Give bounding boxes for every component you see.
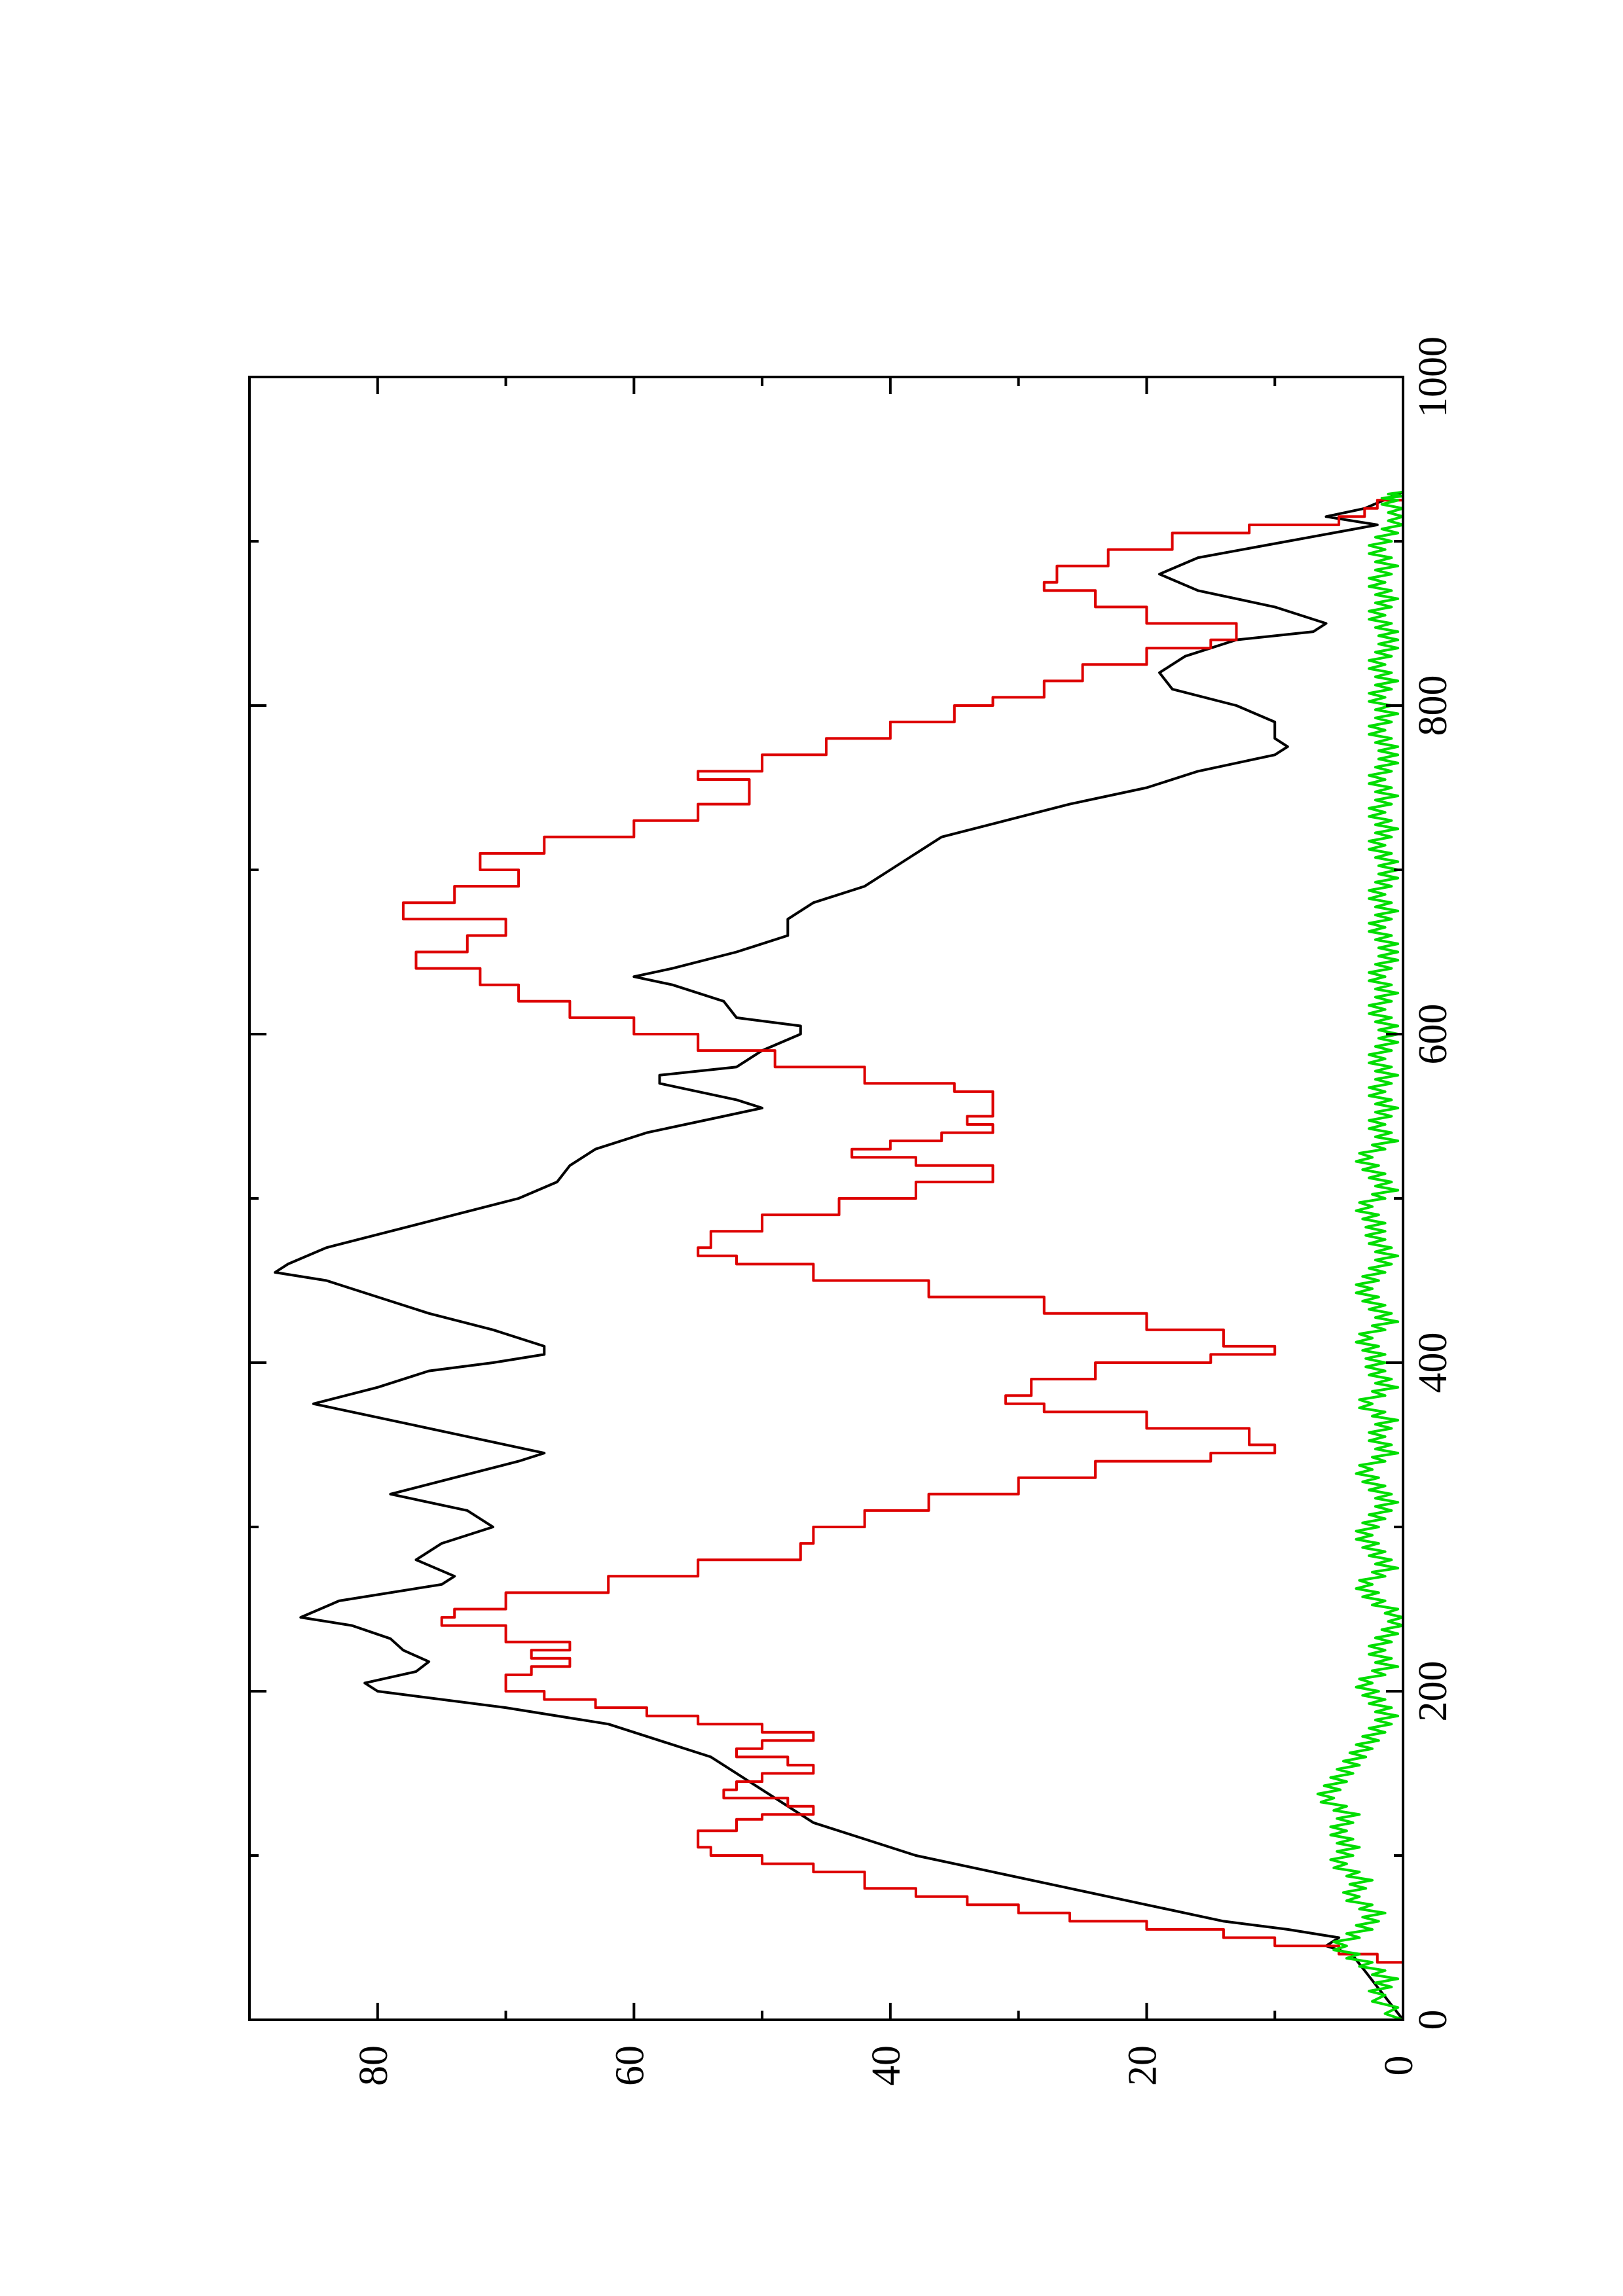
y-tick-label-60: 60 — [608, 2045, 653, 2086]
plot-lines — [274, 490, 1404, 2021]
series-line-1 — [274, 490, 1404, 2021]
x-tick-label-1000: 1000 — [1411, 336, 1455, 418]
tick-labels: 0 200 400 600 800 1000 0 20 40 60 80 — [352, 336, 1455, 2086]
plot-frame — [248, 376, 1404, 2021]
y-tick-label-40: 40 — [864, 2045, 909, 2086]
y-tick-label-20: 20 — [1121, 2045, 1165, 2086]
y-tick-label-0: 0 — [1377, 2056, 1421, 2076]
x-tick-label-400: 400 — [1411, 1333, 1455, 1393]
x-tick-label-0: 0 — [1411, 2010, 1455, 2030]
series-line-3 — [1316, 490, 1404, 2021]
x-tick-label-200: 200 — [1411, 1661, 1455, 1722]
y-tick-label-80: 80 — [352, 2045, 396, 2086]
x-tick-label-600: 600 — [1411, 1004, 1455, 1065]
x-tick-label-800: 800 — [1411, 675, 1455, 736]
series-line-2 — [401, 492, 1404, 2020]
